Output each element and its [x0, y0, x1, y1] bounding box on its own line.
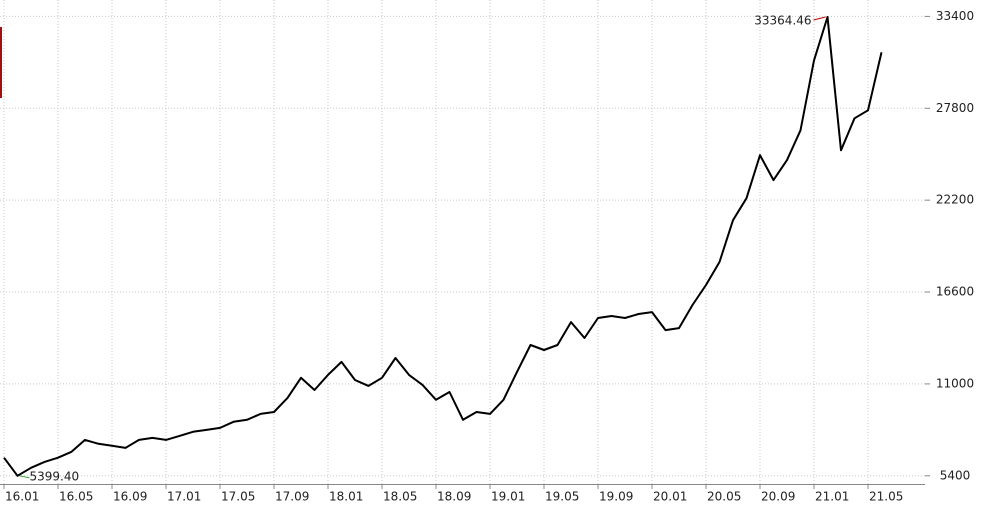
x-tick-label: 16.05 — [59, 490, 93, 504]
x-tick-label: 20.09 — [761, 490, 795, 504]
x-tick-label: 19.01 — [491, 490, 525, 504]
x-tick-label: 20.01 — [653, 490, 687, 504]
x-tick-label: 19.09 — [599, 490, 633, 504]
x-tick-label: 17.01 — [167, 490, 201, 504]
y-tick-label: 11000 — [936, 376, 974, 390]
x-tick-label: 18.09 — [437, 490, 471, 504]
min-label: 5399.40 — [30, 469, 80, 483]
y-tick-label: 16600 — [936, 285, 974, 299]
x-tick-label: 16.01 — [5, 490, 39, 504]
price-line — [3, 16, 883, 477]
max-label: 33364.46 — [754, 13, 811, 27]
x-tick-label: 21.05 — [869, 490, 903, 504]
y-tick-label: 27800 — [936, 101, 974, 115]
x-tick-label: 20.05 — [707, 490, 741, 504]
min-arrow — [19, 475, 30, 479]
x-tick-label: 18.05 — [383, 490, 417, 504]
y-tick-label: 33400 — [936, 9, 974, 23]
x-tick-label: 18.01 — [329, 490, 363, 504]
x-tick-label: 21.01 — [815, 490, 849, 504]
max-arrow — [813, 16, 826, 21]
x-tick-label: 17.09 — [275, 490, 309, 504]
y-tick-label: 22200 — [936, 193, 974, 207]
x-tick-label: 17.05 — [221, 490, 255, 504]
y-tick-label: 5400 — [940, 468, 971, 482]
range-marker — [0, 27, 2, 98]
x-tick-label: 19.05 — [545, 490, 579, 504]
x-tick-label: 16.09 — [113, 490, 147, 504]
